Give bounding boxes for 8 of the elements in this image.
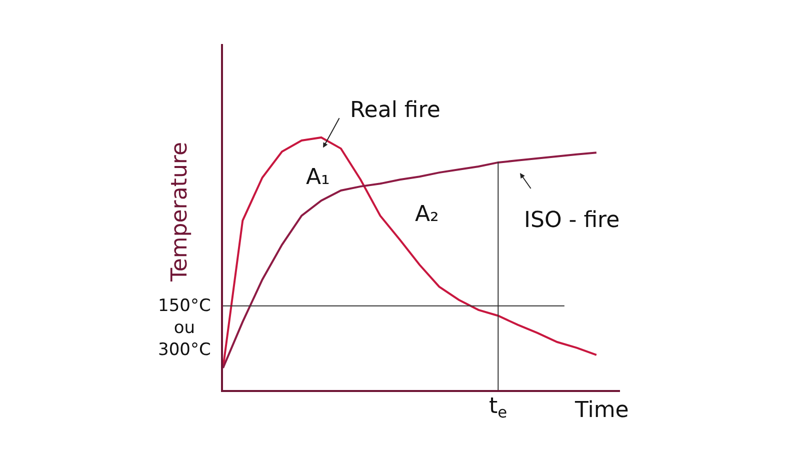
x-axis-title: Time xyxy=(574,398,629,423)
annotation: A₁ xyxy=(306,165,330,190)
ref-line-label: 150°C ou 300°C xyxy=(158,296,211,360)
text: Real fire xyxy=(350,98,440,123)
text: t$_{e}$ xyxy=(489,394,508,422)
annotation: ISO - fire xyxy=(524,208,620,233)
annotation: A₂ xyxy=(415,202,439,227)
y-axis-title: Temperature xyxy=(168,142,193,282)
